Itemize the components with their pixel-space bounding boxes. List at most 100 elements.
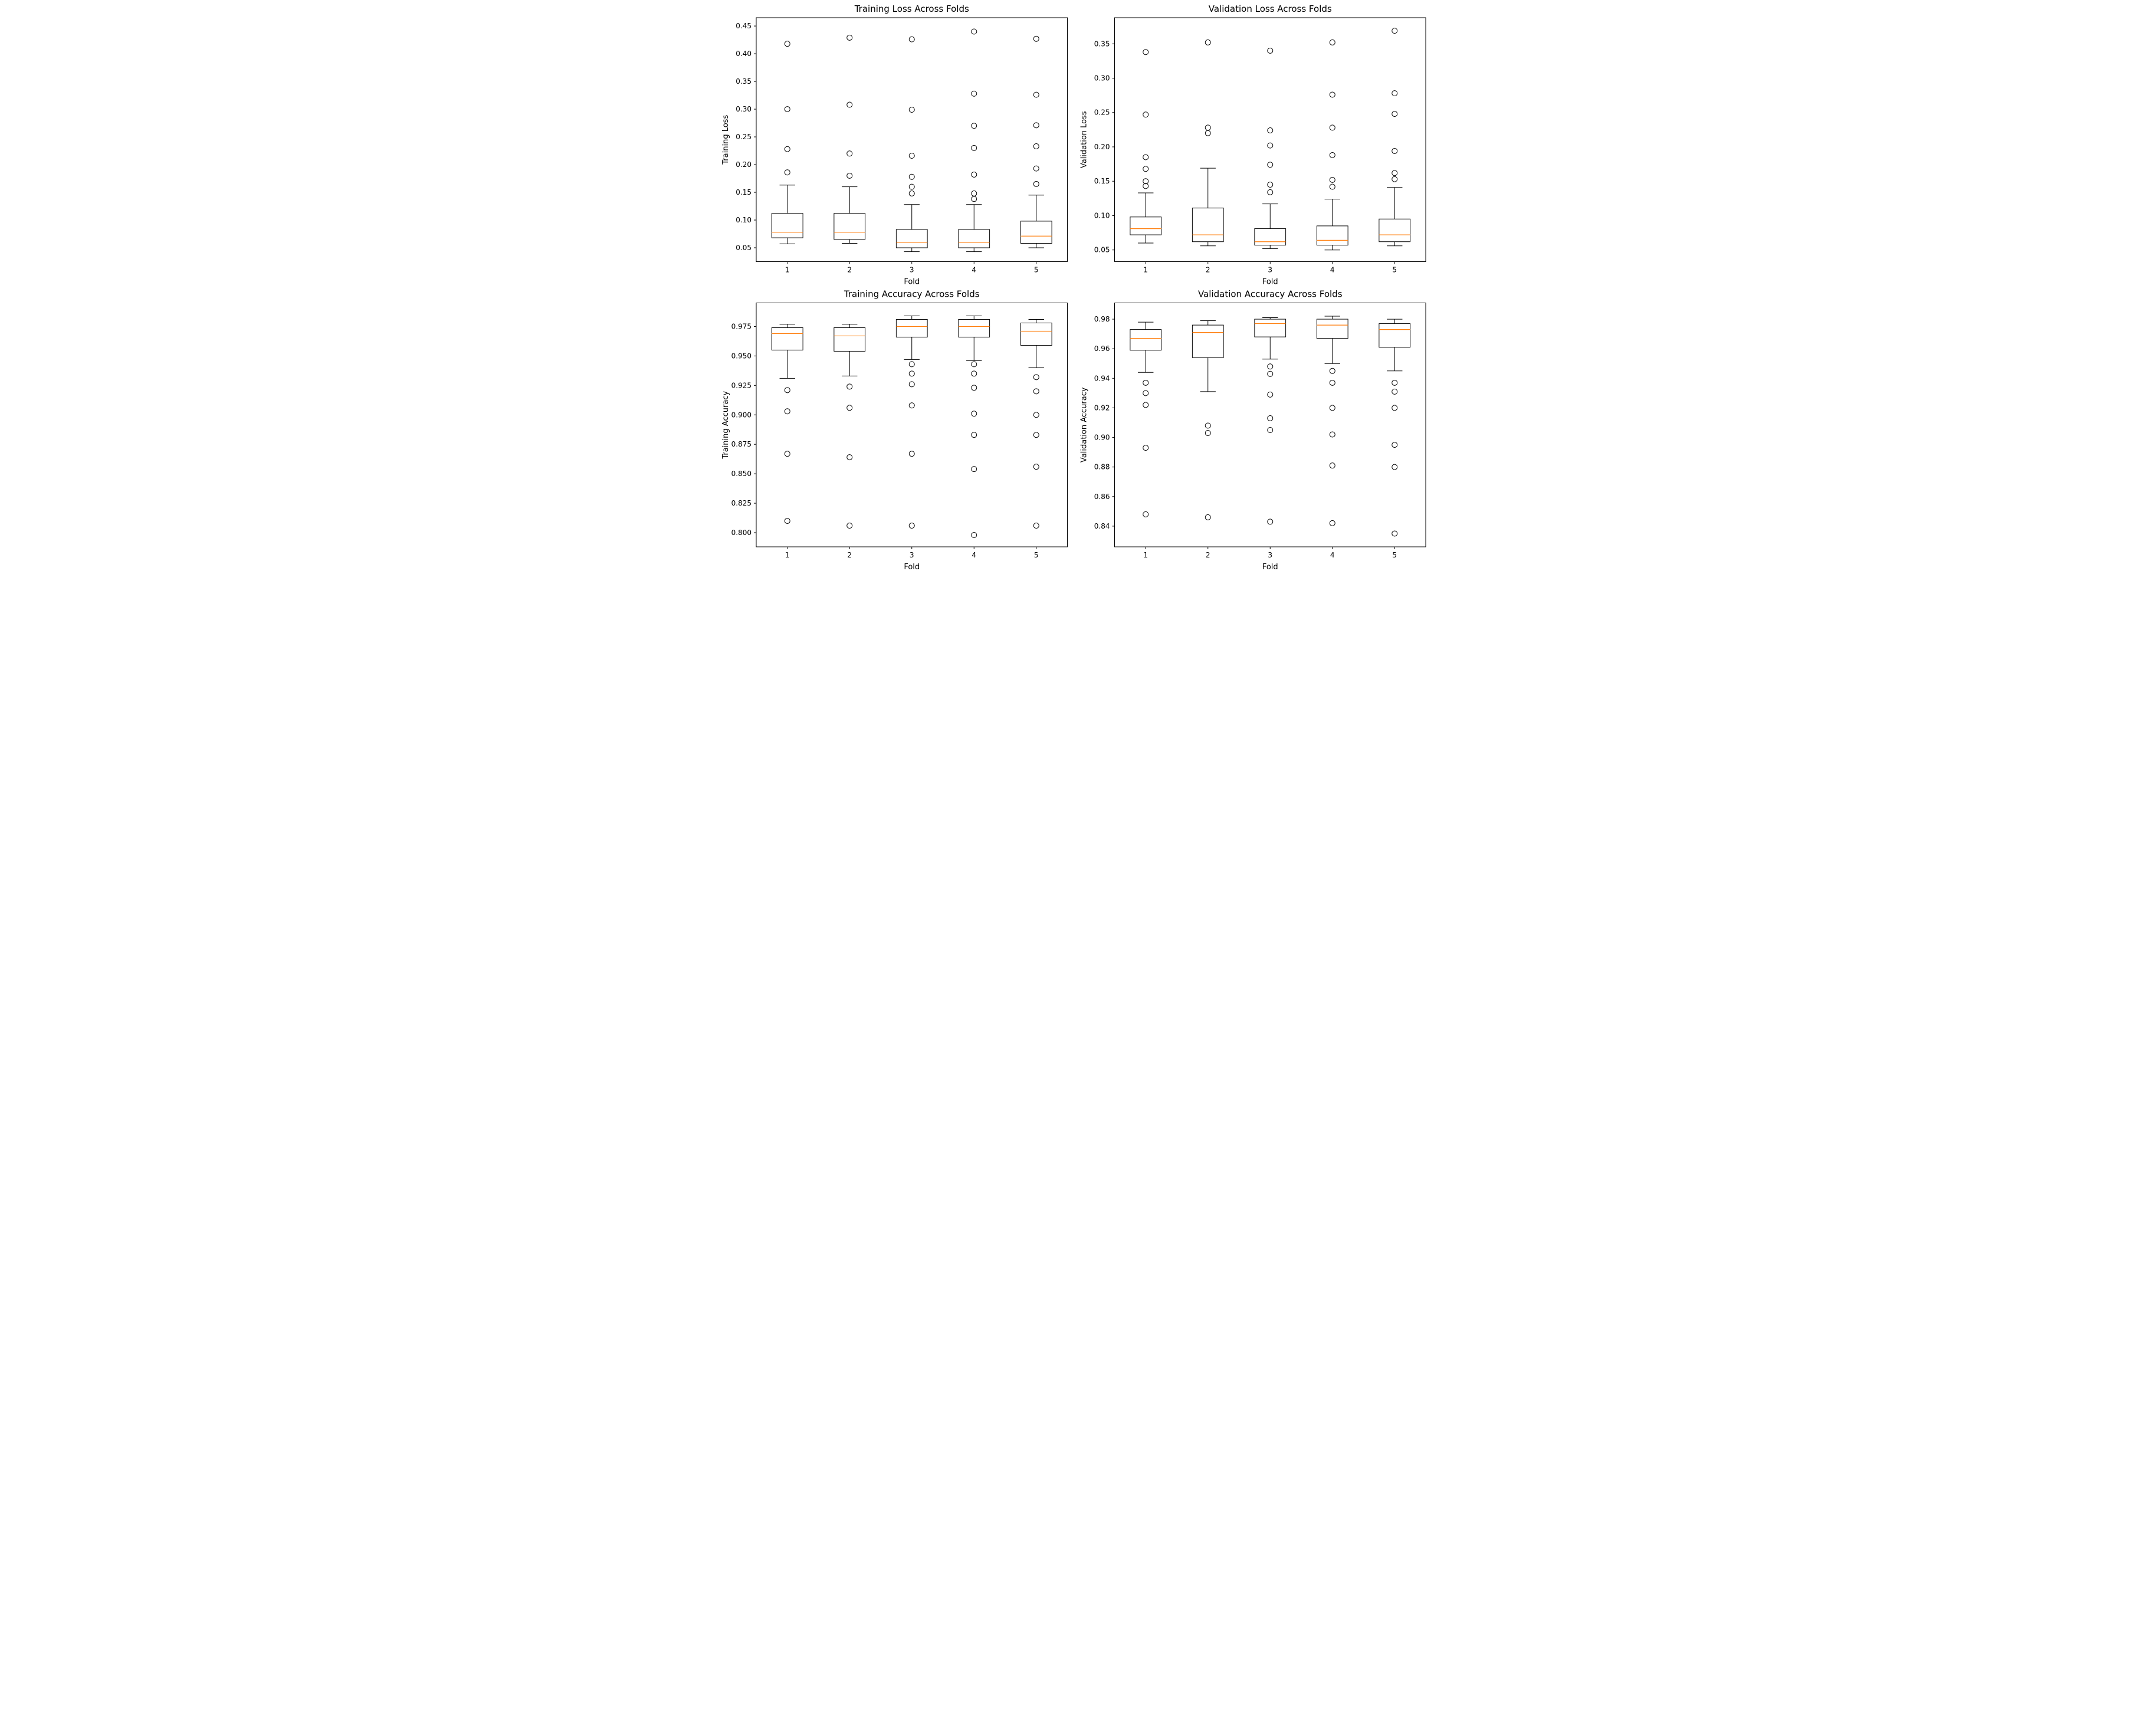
box-fold-1 — [772, 324, 803, 523]
flier-point — [1392, 442, 1397, 448]
iqr-box — [1020, 221, 1052, 244]
flier-point — [1143, 183, 1148, 189]
flier-point — [972, 145, 977, 150]
xtick-label: 3 — [910, 551, 914, 559]
xtick-label: 3 — [910, 266, 914, 274]
flier-point — [1392, 405, 1397, 411]
iqr-box — [1192, 325, 1223, 357]
iqr-box — [896, 229, 927, 248]
flier-point — [1392, 148, 1397, 153]
flier-point — [909, 174, 914, 179]
flier-point — [785, 170, 790, 175]
box-fold-2 — [834, 35, 865, 243]
ytick-label: 0.86 — [1094, 493, 1110, 501]
flier-point — [1143, 391, 1148, 396]
flier-point — [1268, 143, 1273, 148]
ytick-label: 0.35 — [1094, 40, 1110, 48]
iqr-box — [1317, 226, 1348, 245]
box-fold-2 — [1192, 321, 1223, 520]
box-fold-4 — [959, 316, 990, 537]
flier-point — [1205, 431, 1210, 436]
xtick-label: 1 — [1143, 551, 1148, 559]
flier-point — [1033, 375, 1039, 380]
flier-point — [1205, 40, 1210, 45]
xtick-label: 2 — [1206, 266, 1210, 274]
flier-point — [1033, 412, 1039, 418]
flier-point — [972, 172, 977, 177]
flier-point — [909, 451, 914, 457]
flier-point — [1033, 36, 1039, 41]
ytick-label: 0.05 — [1094, 246, 1110, 254]
xlabel: Fold — [904, 278, 920, 287]
flier-point — [1143, 179, 1148, 184]
xtick-label: 3 — [1268, 266, 1272, 274]
xtick-label: 4 — [972, 266, 976, 274]
flier-point — [972, 385, 977, 391]
flier-point — [1268, 371, 1273, 376]
flier-point — [785, 409, 790, 414]
flier-point — [1330, 92, 1335, 97]
box-fold-5 — [1020, 319, 1052, 528]
subplot-title: Validation Loss Across Folds — [1209, 4, 1332, 14]
flier-point — [1033, 181, 1039, 186]
xlabel: Fold — [904, 563, 920, 572]
flier-point — [1330, 40, 1335, 45]
flier-point — [972, 191, 977, 196]
ytick-label: 0.25 — [736, 133, 752, 141]
iqr-box — [1317, 319, 1348, 339]
flier-point — [1392, 91, 1397, 96]
flier-point — [847, 173, 852, 178]
xtick-label: 2 — [1206, 551, 1210, 559]
iqr-box — [959, 229, 990, 248]
ytick-label: 0.950 — [731, 352, 752, 360]
flier-point — [909, 403, 914, 408]
box-fold-4 — [1317, 40, 1348, 250]
subplot-title: Training Accuracy Across Folds — [844, 289, 980, 300]
flier-point — [847, 102, 852, 107]
ylabel: Validation Accuracy — [1080, 387, 1089, 462]
ytick-label: 0.84 — [1094, 522, 1110, 530]
flier-point — [972, 196, 977, 202]
ytick-label: 0.10 — [736, 216, 752, 224]
flier-point — [1330, 184, 1335, 189]
flier-point — [1268, 392, 1273, 397]
iqr-box — [896, 319, 927, 337]
box-fold-1 — [1130, 322, 1161, 517]
flier-point — [1330, 177, 1335, 182]
iqr-box — [834, 214, 865, 239]
xtick-label: 5 — [1392, 266, 1397, 274]
ytick-label: 0.25 — [1094, 109, 1110, 117]
flier-point — [1143, 511, 1148, 517]
xtick-label: 5 — [1392, 551, 1397, 559]
xtick-label: 2 — [847, 551, 852, 559]
iqr-box — [772, 214, 803, 238]
ytick-label: 0.94 — [1094, 374, 1110, 382]
flier-point — [1205, 423, 1210, 428]
ytick-label: 0.98 — [1094, 315, 1110, 323]
box-fold-1 — [1130, 50, 1161, 243]
box-fold-5 — [1379, 28, 1410, 246]
flier-point — [1330, 380, 1335, 385]
flier-point — [1143, 445, 1148, 451]
flier-point — [1392, 531, 1397, 536]
flier-point — [1033, 92, 1039, 97]
flier-point — [1268, 415, 1273, 421]
xtick-label: 3 — [1268, 551, 1272, 559]
iqr-box — [1130, 217, 1161, 235]
xlabel: Fold — [1262, 278, 1278, 287]
ylabel: Validation Loss — [1080, 111, 1089, 168]
flier-point — [847, 405, 852, 411]
flier-point — [847, 151, 852, 156]
flier-point — [1268, 48, 1273, 53]
iqr-box — [1020, 323, 1052, 345]
xtick-label: 4 — [1330, 551, 1335, 559]
flier-point — [847, 35, 852, 40]
flier-point — [1392, 380, 1397, 385]
subplot-val_loss: 0.050.100.150.200.250.300.3512345Validat… — [1080, 4, 1426, 287]
flier-point — [909, 37, 914, 42]
xtick-label: 5 — [1034, 551, 1039, 559]
flier-point — [1268, 162, 1273, 168]
flier-point — [1392, 111, 1397, 117]
flier-point — [1268, 182, 1273, 188]
flier-point — [909, 153, 914, 159]
